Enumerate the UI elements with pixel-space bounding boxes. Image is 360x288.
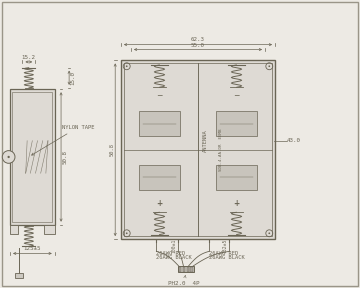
Text: 100±1: 100±1: [171, 238, 176, 253]
Text: 43.0: 43.0: [287, 138, 301, 143]
Bar: [15, 273, 23, 278]
Text: 62.3: 62.3: [191, 37, 205, 42]
Text: 132±5: 132±5: [222, 238, 228, 253]
Text: 26AWG RED: 26AWG RED: [156, 251, 185, 256]
Text: 15.0: 15.0: [71, 71, 76, 85]
Text: −: −: [156, 92, 163, 101]
Bar: [186, 267, 189, 272]
Bar: [10, 225, 18, 234]
Bar: [139, 111, 180, 137]
Bar: [183, 267, 185, 272]
Text: NYLON TAPE: NYLON TAPE: [32, 125, 94, 155]
Text: ANTENNA: ANTENNA: [203, 130, 208, 152]
Text: +: +: [233, 199, 240, 208]
Bar: [179, 267, 181, 272]
Bar: [12, 92, 53, 222]
Text: SDB-4-AA-DR  EEMB: SDB-4-AA-DR EEMB: [219, 128, 223, 171]
Bar: [216, 165, 257, 190]
Bar: [124, 63, 272, 236]
Bar: [44, 225, 55, 234]
Circle shape: [8, 156, 10, 158]
Text: 125±5: 125±5: [24, 247, 41, 251]
Text: −: −: [233, 92, 240, 101]
Text: −: −: [156, 174, 163, 183]
Bar: [121, 60, 275, 239]
Text: 50.8: 50.8: [63, 150, 68, 164]
Text: +: +: [156, 199, 163, 208]
Text: PH2.0  4P: PH2.0 4P: [168, 275, 200, 286]
Text: 26AWG RED: 26AWG RED: [210, 251, 239, 256]
Text: +: +: [233, 118, 240, 128]
Bar: [26, 141, 48, 173]
Circle shape: [269, 232, 270, 234]
Text: 50.8: 50.8: [109, 143, 114, 156]
Text: 55.0: 55.0: [191, 43, 205, 48]
Text: +: +: [156, 118, 163, 128]
Circle shape: [269, 65, 270, 67]
Text: −: −: [233, 174, 240, 183]
Bar: [216, 111, 257, 137]
Text: 26AWG BLACK: 26AWG BLACK: [156, 255, 192, 260]
Bar: [10, 89, 55, 225]
Circle shape: [126, 65, 127, 67]
Bar: [139, 165, 180, 190]
Bar: [190, 267, 193, 272]
Bar: [178, 266, 194, 272]
Text: 15.2: 15.2: [22, 55, 36, 60]
Circle shape: [126, 232, 127, 234]
Circle shape: [2, 151, 15, 163]
Text: 26AWG BLACK: 26AWG BLACK: [210, 255, 245, 260]
